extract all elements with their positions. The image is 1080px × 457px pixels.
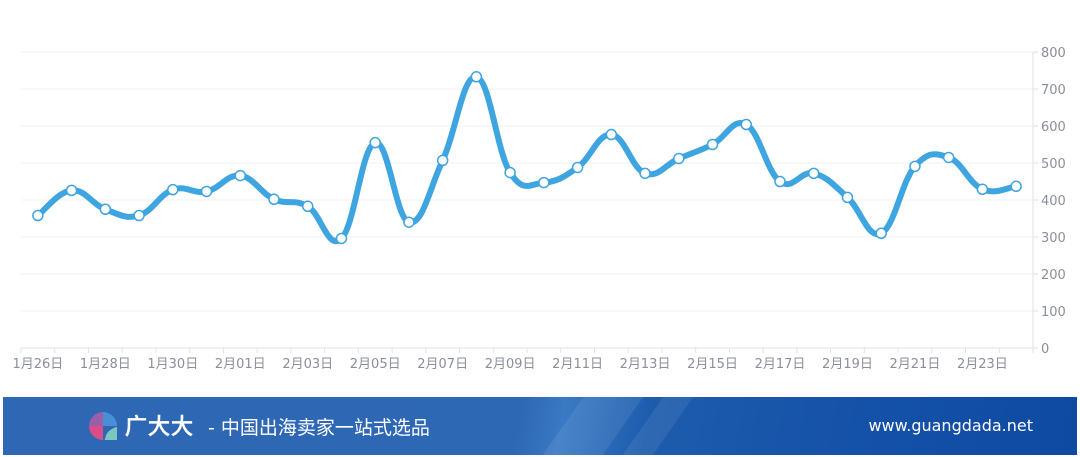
guangdada-logo-icon <box>89 412 117 440</box>
data-point <box>436 154 449 167</box>
slogan: - 中国出海卖家一站式选品 <box>208 417 430 439</box>
data-point <box>605 128 618 141</box>
data-point <box>504 166 516 179</box>
x-tick-label: 2月03日 <box>282 357 333 372</box>
website-link[interactable]: www.guangdada.net <box>868 416 1033 435</box>
data-point <box>403 216 415 228</box>
data-point <box>268 193 280 206</box>
data-point <box>875 227 887 240</box>
x-tick-label: 1月30日 <box>147 357 198 372</box>
data-points <box>32 71 1022 245</box>
data-point <box>774 175 786 188</box>
grid-lines <box>21 51 1033 312</box>
y-tick-label: 400 <box>1041 194 1066 209</box>
x-tick-label: 1月28日 <box>80 357 131 372</box>
data-point <box>335 232 348 245</box>
data-point <box>639 167 651 180</box>
data-point <box>538 176 550 189</box>
y-tick-label: 300 <box>1041 231 1066 246</box>
data-point <box>571 161 584 174</box>
x-tick-label: 2月23日 <box>957 357 1008 372</box>
x-tick-label: 2月11日 <box>552 357 603 372</box>
y-tick-label: 200 <box>1041 268 1066 283</box>
data-point <box>807 167 820 180</box>
series-line <box>34 73 1020 244</box>
x-tick-label: 2月07日 <box>417 357 468 372</box>
y-tick-label: 500 <box>1041 157 1066 172</box>
x-tick-label: 2月09日 <box>485 357 536 372</box>
data-point <box>706 138 719 151</box>
data-point <box>369 136 381 149</box>
data-point <box>740 118 753 131</box>
x-tick-label: 2月01日 <box>215 357 266 372</box>
y-tick-label: 0 <box>1041 342 1049 357</box>
y-tick-label: 700 <box>1041 83 1066 98</box>
data-point <box>301 200 314 213</box>
data-point <box>976 183 989 196</box>
footer-banner: 广大大 - 中国出海卖家一站式选品 www.guangdada.net <box>3 397 1077 455</box>
data-point <box>470 71 483 83</box>
line-chart: 0 100 200 300 400 500 600 700 800 1月26日 1月28日 1月30… <box>12 46 1066 372</box>
data-point <box>167 183 179 196</box>
data-point <box>32 209 44 222</box>
brand-name: 广大大 <box>125 415 195 440</box>
x-tick-label: 1月26日 <box>12 357 63 372</box>
data-point <box>1010 180 1022 193</box>
y-tick-label: 800 <box>1041 46 1066 61</box>
data-point <box>234 169 247 182</box>
data-point <box>200 185 213 198</box>
x-tick-label: 2月19日 <box>822 357 873 372</box>
data-point <box>99 203 112 215</box>
data-point <box>133 209 145 222</box>
x-tick-label: 2月21日 <box>890 357 941 372</box>
data-point <box>942 151 955 164</box>
data-point <box>673 152 685 165</box>
x-tick-label: 2月13日 <box>620 357 671 372</box>
y-tick-label: 100 <box>1041 305 1066 320</box>
data-point <box>909 160 921 173</box>
y-tick-label: 600 <box>1041 120 1066 135</box>
y-axis: 0 100 200 300 400 500 600 700 800 <box>1032 46 1066 357</box>
x-tick-label: 2月05日 <box>350 357 401 372</box>
data-point <box>65 184 78 197</box>
x-axis: 1月26日 1月28日 1月30日 2月01日 2月03日 2月05日 2月07日 2月09日… <box>12 347 1034 372</box>
data-point <box>841 191 854 204</box>
x-tick-label: 2月17日 <box>755 357 806 372</box>
x-tick-label: 2月15日 <box>687 357 738 372</box>
